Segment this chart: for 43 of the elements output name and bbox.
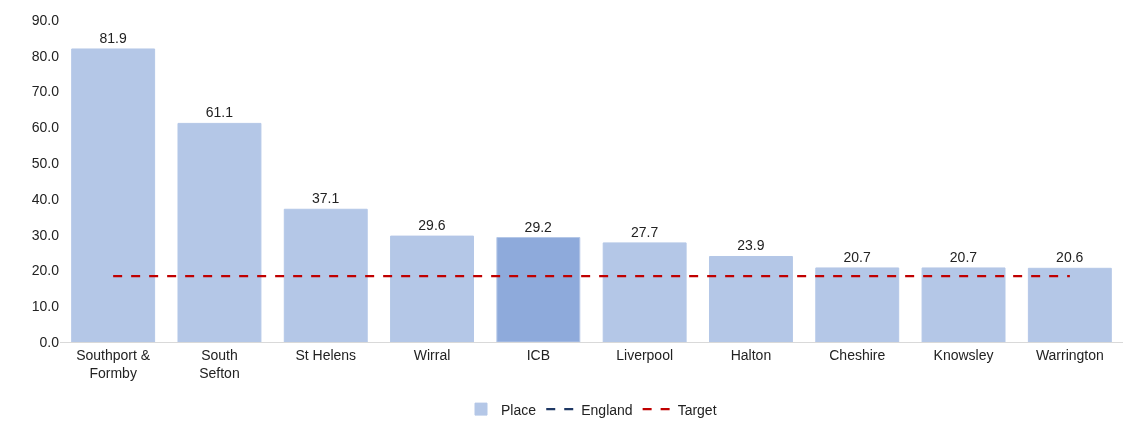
data-label: 23.9 [737,237,765,254]
y-tick-label: 20.0 [31,262,60,279]
data-label: 61.1 [205,104,234,121]
y-tick-label: 0.0 [39,333,60,350]
x-tick-label: Wirral [413,346,451,363]
bar [71,48,156,342]
data-label: 20.7 [949,248,978,265]
x-tick-label: Cheshire [829,346,886,363]
x-tick-label: ICB [526,346,551,363]
data-label: 20.6 [1056,249,1084,266]
y-tick-label: 10.0 [31,298,60,315]
x-tick-label: Warrington [1035,346,1104,363]
y-tick-label: 50.0 [31,155,60,172]
data-label: 27.7 [630,223,659,240]
data-label: 81.9 [99,29,127,46]
data-label: 37.1 [312,190,340,207]
data-label: 29.2 [524,218,553,235]
legend-label: England [581,401,633,418]
x-tick-label: Knowsley [933,346,994,363]
y-tick-label: 60.0 [31,119,60,136]
y-tick-label: 40.0 [31,190,60,207]
bar [602,242,687,342]
x-tick-label: Halton [730,346,772,363]
bar [708,255,793,342]
data-label: 29.6 [418,217,446,234]
x-tick-label: Southport & Formby [76,346,151,381]
x-tick-label: South Sefton [199,346,240,381]
x-tick-label: Liverpool [616,346,674,363]
bar [390,235,475,342]
y-tick-label: 80.0 [31,47,60,64]
bar [921,267,1006,342]
bar [815,267,900,342]
bar [1027,267,1112,342]
data-label: 20.7 [843,248,871,265]
x-tick-label: St Helens [295,346,357,363]
bar [177,122,262,342]
bar [283,208,368,342]
y-tick-label: 70.0 [31,83,60,100]
y-tick-label: 30.0 [31,226,60,243]
legend-label: Target [677,401,717,418]
bar [496,237,581,342]
y-tick-label: 90.0 [31,11,60,28]
legend-label: Place [501,401,537,418]
